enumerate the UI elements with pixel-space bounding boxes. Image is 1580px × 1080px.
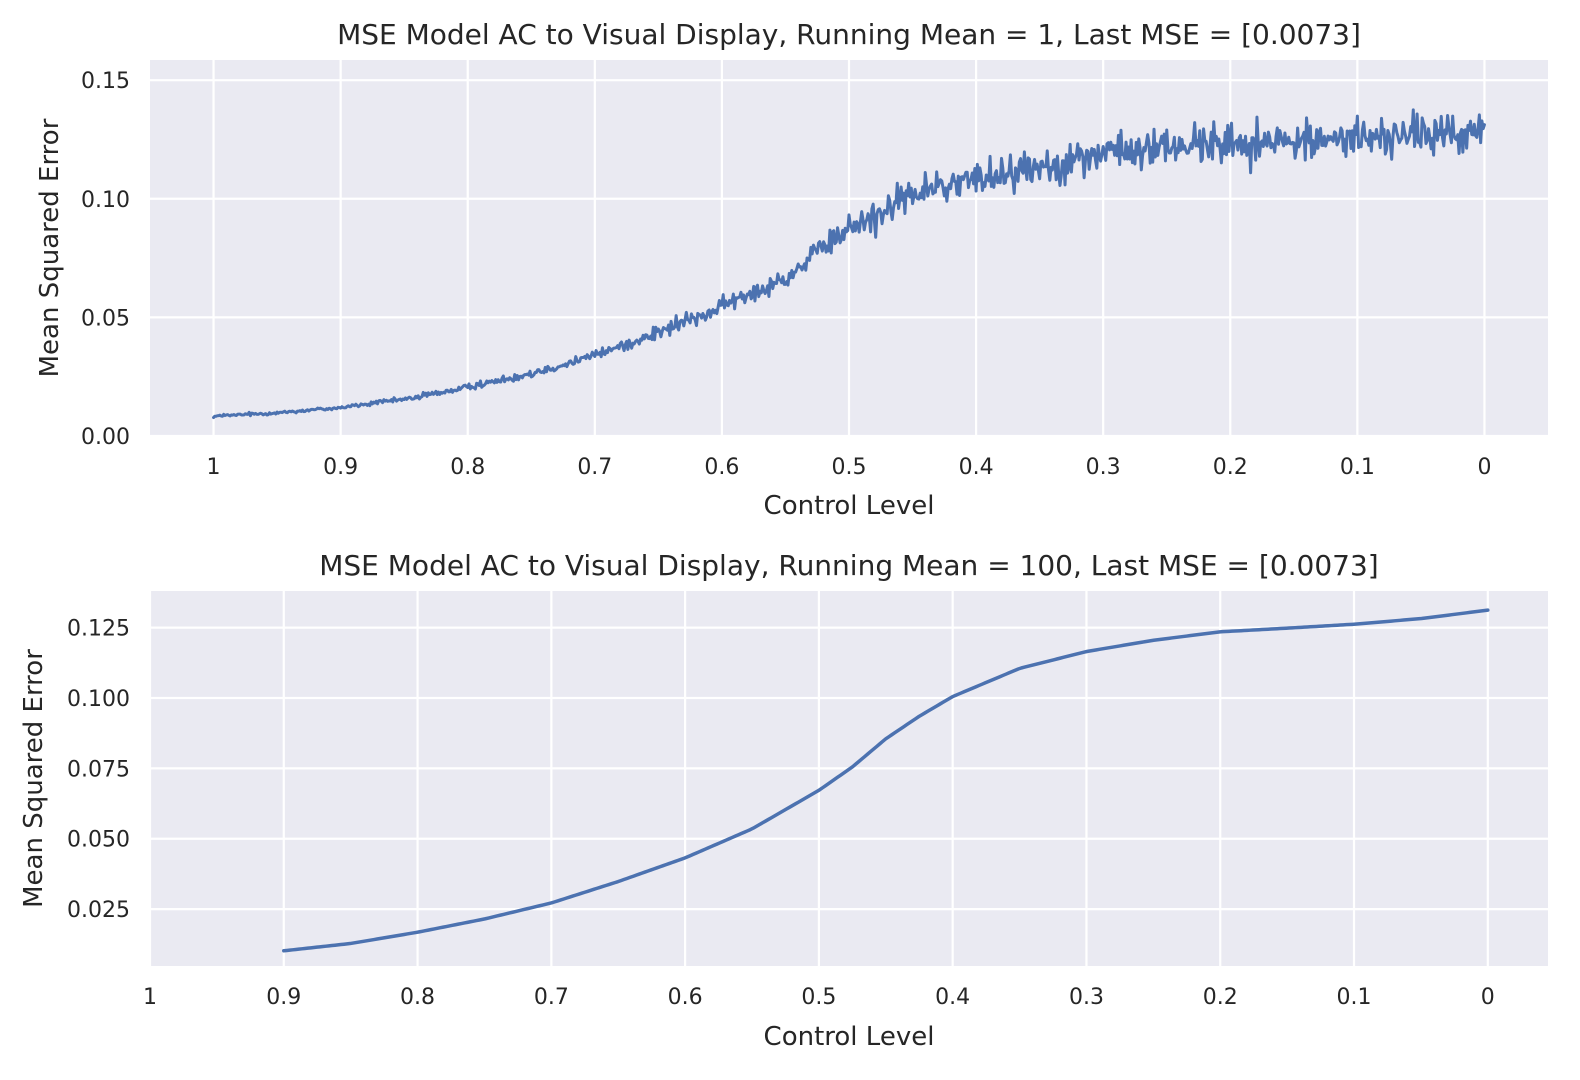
x-tick-label: 0 (1477, 455, 1491, 480)
x-tick-label: 0.5 (801, 985, 836, 1010)
x-tick-label: 0 (1481, 985, 1495, 1010)
y-tick-label: 0.025 (67, 898, 130, 923)
x-tick-label: 0.8 (450, 455, 485, 480)
y-tick-label: 0.050 (67, 828, 130, 853)
y-axis-label: Mean Squared Error (19, 649, 49, 908)
x-tick-label: 0.3 (1086, 455, 1121, 480)
chart-running-mean-100: 1 0.9 0.8 0.7 0.6 0.5 0.4 0.3 0.2 0.1 0 0.025 0.050 0… (19, 549, 1548, 1052)
y-axis-label: Mean Squared Error (35, 118, 65, 377)
x-tick-label: 0.6 (668, 985, 703, 1010)
x-tick-label: 1 (207, 455, 221, 480)
x-tick-label: 0.1 (1337, 985, 1372, 1010)
y-tick-label: 0.10 (81, 188, 130, 213)
y-tick-label: 0.075 (67, 757, 130, 782)
y-tick-label: 0.125 (67, 617, 130, 642)
series-line (282, 608, 1490, 953)
x-tick-label: 0.3 (1069, 985, 1104, 1010)
x-tick-label: 0.9 (323, 455, 358, 480)
x-tick-label: 0.7 (577, 455, 612, 480)
x-tick-label: 0.2 (1203, 985, 1238, 1010)
chart-title: MSE Model AC to Visual Display, Running … (337, 18, 1361, 51)
x-tick-label: 0.6 (704, 455, 739, 480)
chart-title: MSE Model AC to Visual Display, Running … (319, 549, 1378, 582)
y-tick-label: 0.15 (81, 69, 130, 94)
x-tick-label: 0.4 (959, 455, 994, 480)
y-tick-label: 0.00 (81, 425, 130, 450)
x-tick-label: 0.1 (1340, 455, 1375, 480)
y-tick-label: 0.100 (67, 687, 130, 712)
x-tick-label: 0.4 (935, 985, 970, 1010)
x-tick-label: 0.2 (1213, 455, 1248, 480)
series-line (212, 108, 1486, 420)
x-tick-label: 0.5 (832, 455, 867, 480)
x-axis-label: Control Level (764, 491, 935, 521)
plot-area (150, 591, 1548, 966)
x-tick-label: 0.7 (534, 985, 569, 1010)
y-tick-label: 0.05 (81, 306, 130, 331)
x-tick-label: 0.8 (400, 985, 435, 1010)
x-axis-label: Control Level (764, 1022, 935, 1052)
x-tick-label: 0.9 (266, 985, 301, 1010)
x-tick-label: 1 (143, 985, 157, 1010)
chart-running-mean-1: 1 0.9 0.8 0.7 0.6 0.5 0.4 0.3 0.2 0.1 00.000.050.1… (35, 18, 1548, 521)
